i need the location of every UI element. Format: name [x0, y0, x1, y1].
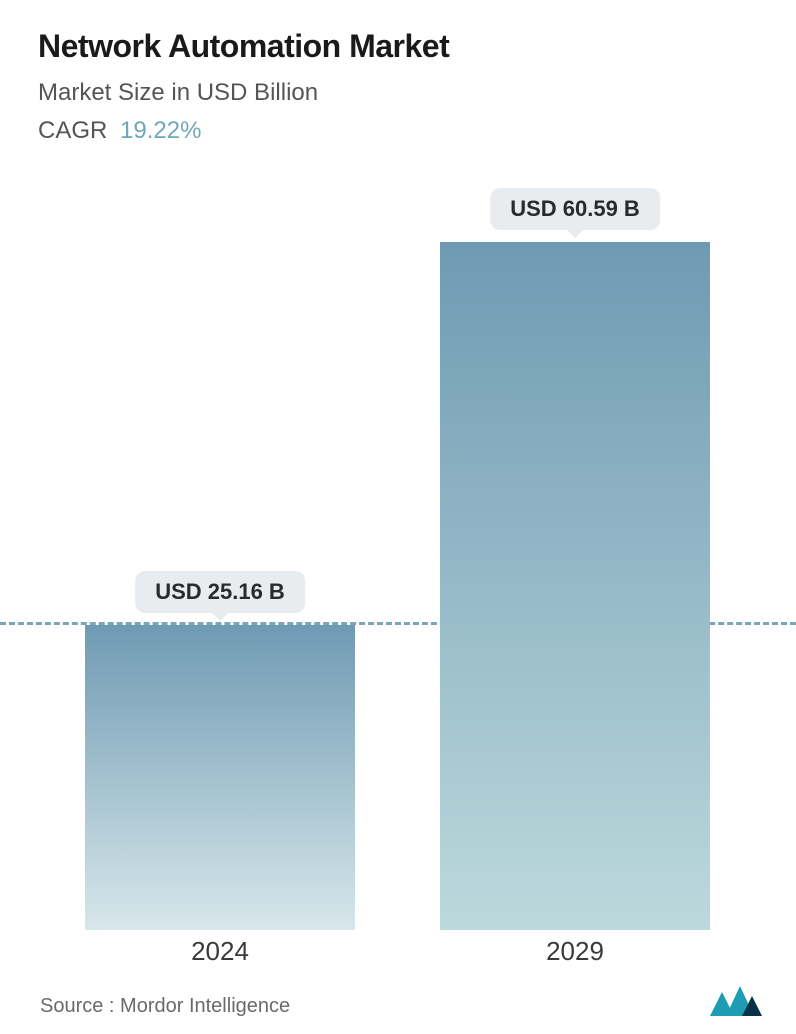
bar-fill-2029 [440, 242, 710, 930]
source-text: Source : Mordor Intelligence [40, 995, 290, 1018]
footer: Source : Mordor Intelligence [0, 982, 796, 1018]
value-badge-2024: USD 25.16 B [135, 571, 305, 613]
x-label-2029: 2029 [546, 936, 604, 967]
cagr-row: CAGR 19.22% [38, 117, 758, 145]
cagr-label: CAGR [38, 117, 107, 144]
chart-subtitle: Market Size in USD Billion [38, 79, 758, 107]
chart-area: USD 25.16 B USD 60.59 B [0, 190, 796, 930]
chart-title: Network Automation Market [38, 28, 758, 65]
x-label-2024: 2024 [191, 936, 249, 967]
brand-logo-icon [708, 982, 764, 1018]
value-badge-2029: USD 60.59 B [490, 188, 660, 230]
header: Network Automation Market Market Size in… [0, 0, 796, 145]
cagr-value: 19.22% [120, 117, 201, 144]
bar-fill-2024 [85, 625, 355, 930]
bar-2029: USD 60.59 B [440, 242, 710, 930]
x-axis-labels: 2024 2029 [0, 936, 796, 976]
bar-2024: USD 25.16 B [85, 625, 355, 930]
